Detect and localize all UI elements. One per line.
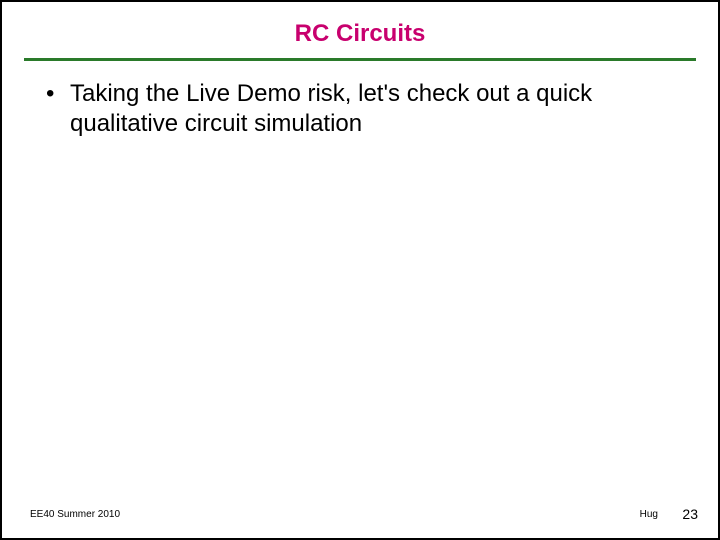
slide-container: RC Circuits Taking the Live Demo risk, l…	[0, 0, 720, 540]
slide-body: Taking the Live Demo risk, let's check o…	[2, 61, 718, 139]
footer-author: Hug	[640, 509, 658, 520]
footer-page-number: 23	[682, 506, 698, 522]
bullet-list: Taking the Live Demo risk, let's check o…	[42, 79, 678, 139]
footer-course: EE40 Summer 2010	[30, 509, 120, 520]
bullet-item: Taking the Live Demo risk, let's check o…	[42, 79, 678, 139]
slide-title: RC Circuits	[2, 2, 718, 58]
